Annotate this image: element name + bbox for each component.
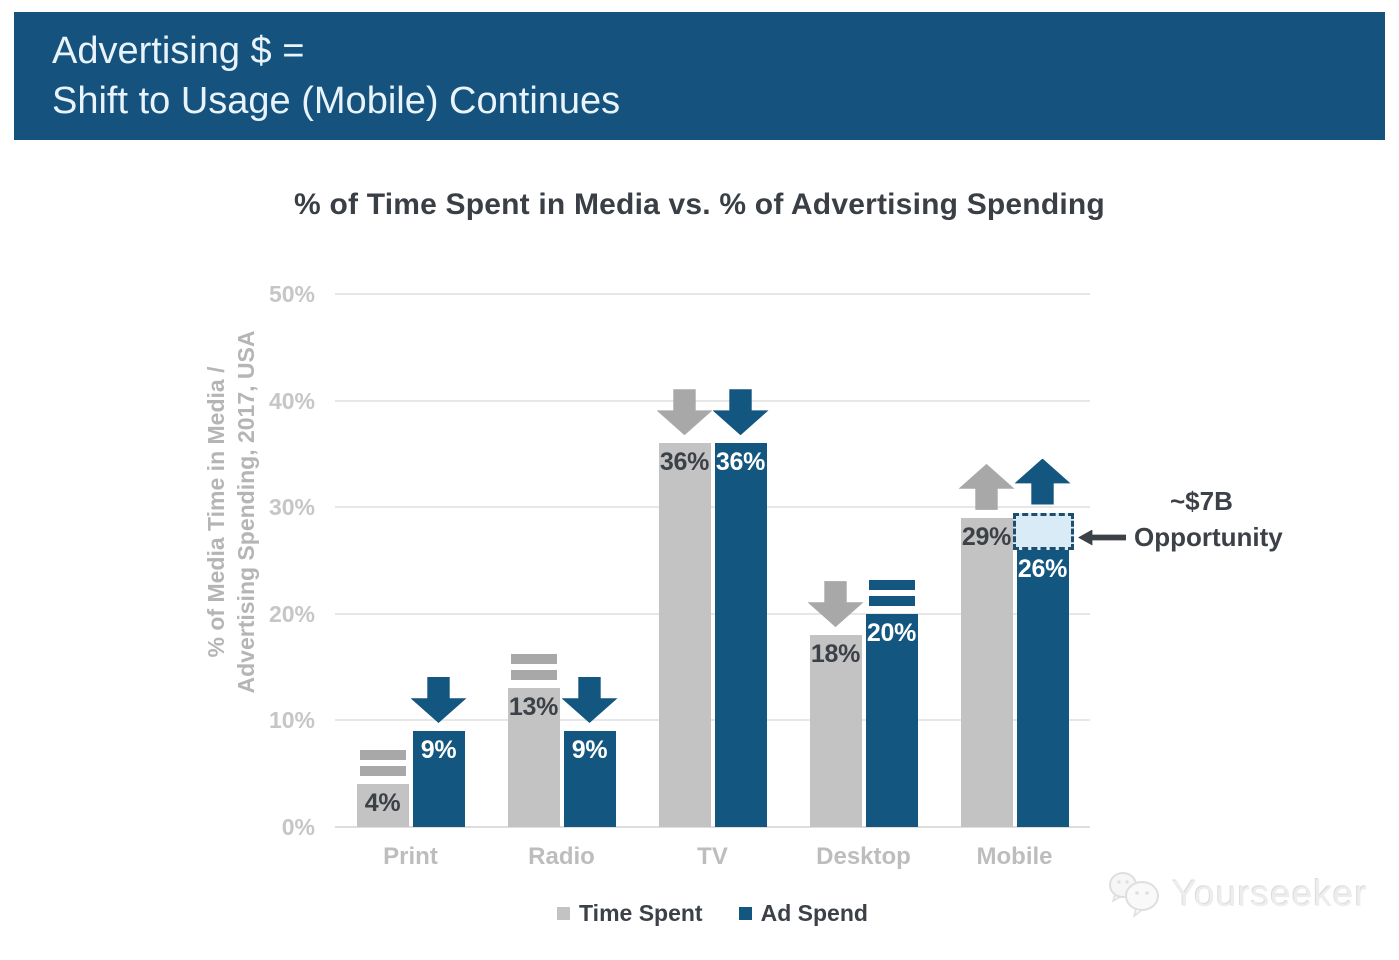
bar-time-spent-desktop: 18% — [809, 635, 862, 827]
legend-item-ad-spend: Ad Spend — [738, 900, 868, 927]
plot-area: Print 4% 9% Radio 13% 9% TV 36% 36% Desktop 18% 20%… — [335, 293, 1090, 870]
gridline-0% — [335, 826, 1090, 828]
equal-strip — [510, 670, 557, 681]
gridline-50% — [335, 293, 1090, 295]
category-label-print: Print — [383, 843, 438, 870]
legend-item-time-spent: Time Spent — [557, 900, 703, 927]
annotation-label: Opportunity — [1134, 522, 1283, 552]
value-label-time-spent-desktop: 18% — [810, 640, 861, 669]
value-label-time-spent-mobile: 29% — [961, 522, 1012, 551]
bar-time-spent-radio: 13% — [507, 688, 560, 827]
left-arrow-icon — [1078, 529, 1126, 546]
value-label-ad-spend-desktop: 20% — [866, 618, 917, 647]
bar-ad-spend-tv: 36% — [714, 443, 767, 827]
bar-ad-spend-desktop: 20% — [865, 613, 918, 827]
equal-strip — [868, 595, 915, 606]
value-label-time-spent-tv: 36% — [659, 448, 710, 477]
equal-strip — [359, 750, 406, 761]
down-arrow-icon-ad-spend-radio — [561, 677, 618, 724]
gridline-30% — [335, 506, 1090, 509]
ytick-label-50%: 50% — [268, 281, 315, 307]
watermark-text: Yourseeker — [1172, 873, 1368, 914]
category-label-radio: Radio — [528, 843, 595, 870]
bar-ad-spend-mobile: 26% — [1016, 549, 1069, 827]
legend: Time Spent Ad Spend — [335, 900, 1090, 927]
legend-label-ad-spend: Ad Spend — [760, 900, 868, 926]
equal-strip — [868, 579, 915, 590]
annotation-value: ~$7B — [1170, 486, 1233, 516]
watermark: Yourseeker — [1106, 868, 1368, 920]
value-label-ad-spend-tv: 36% — [715, 448, 766, 477]
value-label-ad-spend-radio: 9% — [571, 736, 608, 765]
bar-ad-spend-print: 9% — [412, 731, 465, 827]
up-arrow-icon-ad-spend-mobile — [1014, 458, 1071, 505]
value-label-time-spent-radio: 13% — [508, 693, 559, 722]
ytick-label-10%: 10% — [268, 707, 315, 734]
value-label-ad-spend-print: 9% — [420, 736, 457, 765]
ytick-label-20%: 20% — [268, 600, 315, 627]
gridline-10% — [335, 719, 1090, 722]
ytick-label-30%: 30% — [268, 494, 315, 521]
bar-ad-spend-radio: 9% — [563, 731, 616, 827]
opportunity-gap-box — [1012, 512, 1074, 550]
category-label-tv: TV — [697, 843, 728, 870]
bar-time-spent-print: 4% — [356, 784, 409, 827]
value-label-time-spent-print: 4% — [364, 789, 401, 818]
gridline-40% — [335, 399, 1090, 402]
category-label-mobile: Mobile — [976, 843, 1053, 870]
header-banner: Advertising $ = Shift to Usage (Mobile) … — [14, 12, 1385, 140]
down-arrow-icon-ad-spend-tv — [712, 389, 769, 436]
bar-time-spent-tv: 36% — [658, 443, 711, 827]
equal-strip — [359, 766, 406, 777]
y-axis-ticks: 0% 10% 20% 30% 40% 50% — [230, 281, 325, 840]
chat-bubbles-icon — [1109, 872, 1159, 918]
y-axis-label-line1: % of Media Time in Media / — [203, 366, 229, 658]
equal-strip — [510, 654, 557, 665]
ad-spend-swatch-icon — [738, 907, 752, 920]
ytick-label-0%: 0% — [281, 814, 315, 840]
time-spent-swatch-icon — [557, 907, 571, 920]
value-label-ad-spend-mobile: 26% — [1017, 554, 1068, 583]
up-arrow-icon-time-spent-mobile — [958, 463, 1015, 510]
legend-label-time-spent: Time Spent — [579, 900, 703, 926]
equal-trend-icon-ad-spend-desktop — [868, 579, 915, 606]
bar-time-spent-mobile: 29% — [960, 517, 1013, 827]
equal-trend-icon-time-spent-print — [359, 750, 406, 777]
down-arrow-icon-time-spent-tv — [656, 389, 713, 436]
down-arrow-icon-ad-spend-print — [410, 677, 467, 724]
chart-title: % of Time Spent in Media vs. % of Advert… — [294, 188, 1105, 221]
equal-trend-icon-time-spent-radio — [510, 654, 557, 681]
header-title-line1: Advertising $ = — [52, 30, 305, 72]
gridline-20% — [335, 612, 1090, 615]
opportunity-annotation: ~$7B Opportunity — [1078, 486, 1283, 553]
header-title-line2: Shift to Usage (Mobile) Continues — [52, 80, 621, 122]
category-label-desktop: Desktop — [816, 843, 911, 870]
down-arrow-icon-time-spent-desktop — [807, 581, 864, 628]
ytick-label-40%: 40% — [268, 387, 315, 414]
